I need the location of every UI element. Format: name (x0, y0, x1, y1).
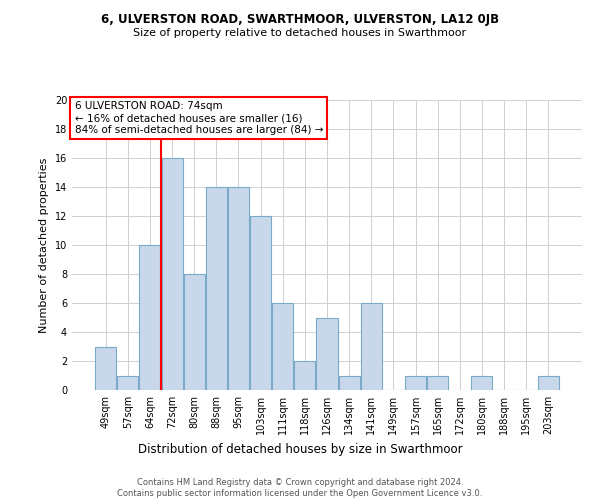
Bar (228, 187, 249, 390)
Text: Contains HM Land Registry data © Crown copyright and database right 2024.
Contai: Contains HM Land Registry data © Crown c… (118, 478, 482, 498)
Bar (316, 318, 338, 390)
Text: 6 ULVERSTON ROAD: 74sqm
← 16% of detached houses are smaller (16)
84% of semi-de: 6 ULVERSTON ROAD: 74sqm ← 16% of detache… (74, 102, 323, 134)
Bar (139, 245, 160, 390)
Bar (206, 187, 227, 390)
Bar (161, 158, 182, 390)
Bar (538, 376, 559, 390)
Bar (272, 303, 293, 390)
Bar (295, 361, 316, 390)
Bar (184, 274, 205, 390)
Bar (338, 376, 359, 390)
Bar (405, 376, 426, 390)
Text: Distribution of detached houses by size in Swarthmoor: Distribution of detached houses by size … (137, 442, 463, 456)
Bar (472, 376, 493, 390)
Bar (361, 303, 382, 390)
Bar (250, 216, 271, 390)
Bar (427, 376, 448, 390)
Text: Size of property relative to detached houses in Swarthmoor: Size of property relative to detached ho… (133, 28, 467, 38)
Y-axis label: Number of detached properties: Number of detached properties (39, 158, 49, 332)
Text: 6, ULVERSTON ROAD, SWARTHMOOR, ULVERSTON, LA12 0JB: 6, ULVERSTON ROAD, SWARTHMOOR, ULVERSTON… (101, 12, 499, 26)
Bar (118, 376, 139, 390)
Bar (95, 346, 116, 390)
